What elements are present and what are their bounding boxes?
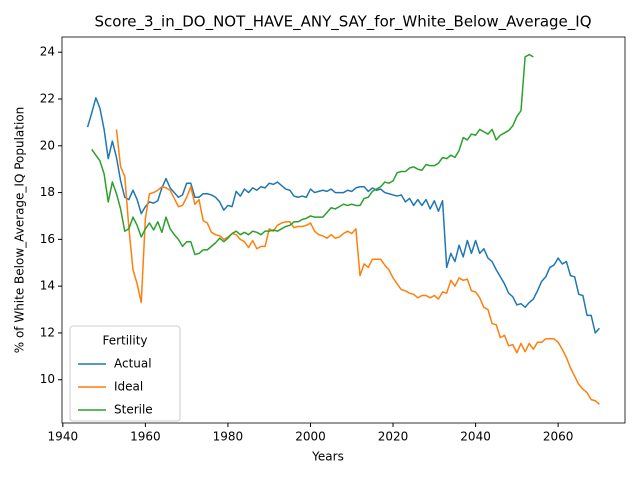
legend-box <box>69 325 181 422</box>
x-tick-label: 2020 <box>378 430 409 444</box>
data-line <box>86 97 600 334</box>
x-tick-label: 2040 <box>460 430 491 444</box>
y-axis-label: % of White Below_Average_IQ Population <box>13 107 27 354</box>
y-tick-label: 20 <box>40 138 55 152</box>
x-tick-label: 1980 <box>213 430 244 444</box>
x-tick-label: 2000 <box>295 430 326 444</box>
legend-label: Sterile <box>114 403 153 417</box>
y-tick-label: 24 <box>40 45 55 59</box>
y-tick-label: 14 <box>40 279 55 293</box>
legend-title: Fertility <box>102 334 147 348</box>
data-line <box>91 53 534 256</box>
legend-label: Ideal <box>114 380 143 394</box>
chart-title: Score_3_in_DO_NOT_HAVE_ANY_SAY_for_White… <box>95 13 592 32</box>
y-tick-label: 16 <box>40 232 55 246</box>
legend-label: Actual <box>114 357 152 371</box>
x-tick-label: 1960 <box>130 430 161 444</box>
x-tick-label: 1940 <box>48 430 79 444</box>
y-tick-label: 22 <box>40 91 55 105</box>
plot-frame <box>61 36 626 424</box>
y-tick-label: 12 <box>40 325 55 339</box>
y-tick-label: 10 <box>40 372 55 386</box>
x-axis-label: Years <box>311 450 344 464</box>
x-tick-label: 2060 <box>543 430 574 444</box>
data-line <box>115 129 600 405</box>
y-tick-label: 18 <box>40 185 55 199</box>
